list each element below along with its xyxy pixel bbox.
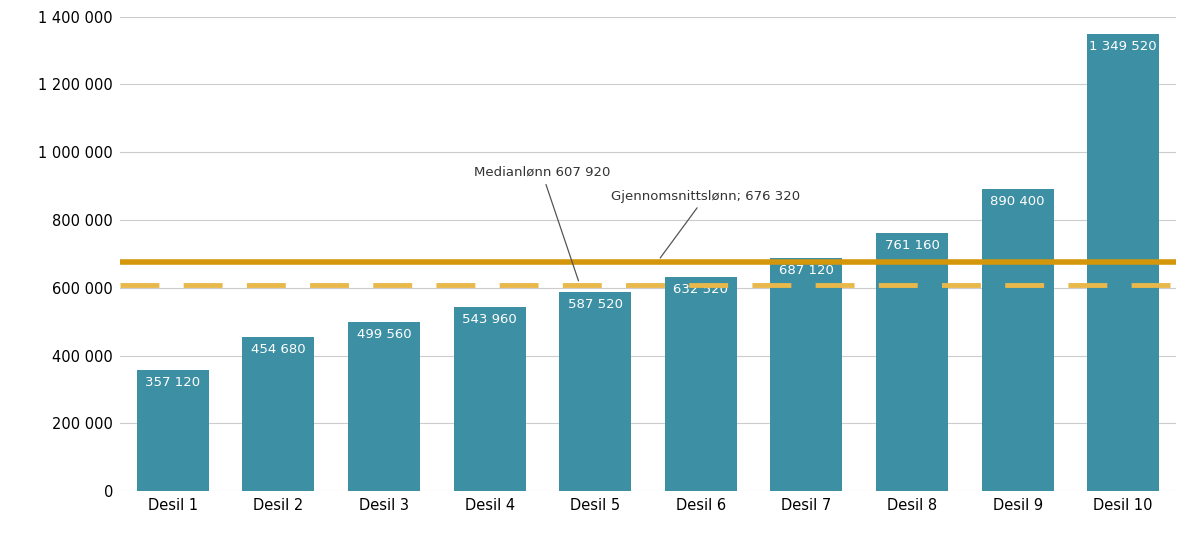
- Bar: [982, 189, 1054, 491]
- Bar: [348, 322, 420, 491]
- Bar: [454, 307, 526, 491]
- Text: 499 560: 499 560: [356, 328, 412, 341]
- Text: 687 120: 687 120: [779, 264, 834, 277]
- Bar: [876, 233, 948, 491]
- Bar: [242, 337, 314, 491]
- Bar: [665, 277, 737, 491]
- Bar: [559, 292, 631, 491]
- Text: 587 520: 587 520: [568, 298, 623, 311]
- Text: 543 960: 543 960: [462, 313, 517, 326]
- Text: 761 160: 761 160: [884, 239, 940, 252]
- Text: Gjennomsnittslønn; 676 320: Gjennomsnittslønn; 676 320: [611, 190, 800, 258]
- Bar: [137, 370, 209, 491]
- Bar: [1087, 34, 1159, 491]
- Text: 632 520: 632 520: [673, 283, 728, 296]
- Text: 454 680: 454 680: [251, 343, 306, 356]
- Text: 1 349 520: 1 349 520: [1090, 40, 1157, 53]
- Text: Medianlønn 607 920: Medianlønn 607 920: [474, 166, 610, 281]
- Bar: [770, 258, 842, 491]
- Text: 890 400: 890 400: [990, 195, 1045, 209]
- Text: 357 120: 357 120: [145, 376, 200, 389]
